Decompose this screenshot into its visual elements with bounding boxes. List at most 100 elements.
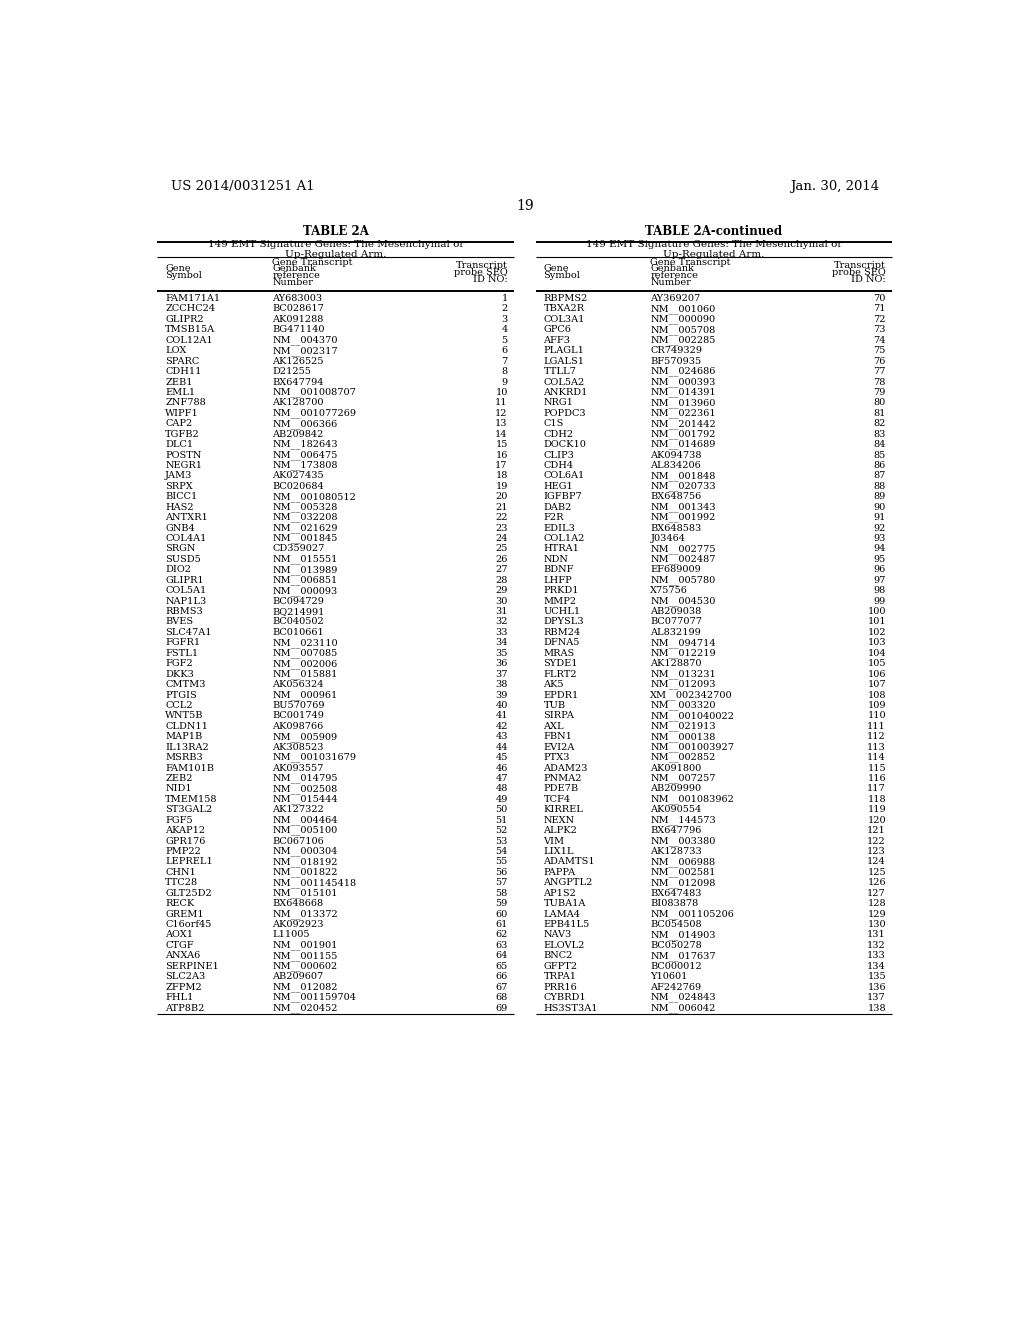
Text: 43: 43 — [496, 733, 508, 742]
Text: HEG1: HEG1 — [544, 482, 573, 491]
Text: NM__015444: NM__015444 — [272, 795, 338, 804]
Text: AL834206: AL834206 — [650, 461, 701, 470]
Text: RBPMS2: RBPMS2 — [544, 294, 588, 304]
Text: 131: 131 — [867, 931, 886, 940]
Text: NM__017637: NM__017637 — [650, 950, 716, 961]
Text: NM__001155: NM__001155 — [272, 950, 338, 961]
Text: 117: 117 — [867, 784, 886, 793]
Text: CCL2: CCL2 — [165, 701, 193, 710]
Text: AP1S2: AP1S2 — [544, 888, 577, 898]
Text: PRR16: PRR16 — [544, 982, 578, 991]
Text: ANTXR1: ANTXR1 — [165, 513, 208, 523]
Text: BC094729: BC094729 — [272, 597, 324, 606]
Text: HS3ST3A1: HS3ST3A1 — [544, 1003, 598, 1012]
Text: AK127322: AK127322 — [272, 805, 324, 814]
Text: probe SEQ: probe SEQ — [833, 268, 886, 277]
Text: AK027435: AK027435 — [272, 471, 324, 480]
Text: NM__004370: NM__004370 — [272, 335, 338, 345]
Text: BX647794: BX647794 — [272, 378, 324, 387]
Text: 125: 125 — [867, 867, 886, 876]
Text: LIX1L: LIX1L — [544, 847, 573, 855]
Text: LHFP: LHFP — [544, 576, 572, 585]
Text: ZNF788: ZNF788 — [165, 399, 206, 408]
Text: 94: 94 — [873, 544, 886, 553]
Text: PTX3: PTX3 — [544, 754, 570, 762]
Text: DKK3: DKK3 — [165, 669, 195, 678]
Text: 47: 47 — [496, 774, 508, 783]
Text: IGFBP7: IGFBP7 — [544, 492, 583, 502]
Text: NM__001040022: NM__001040022 — [650, 711, 734, 721]
Text: BC050278: BC050278 — [650, 941, 702, 950]
Text: ST3GAL2: ST3GAL2 — [165, 805, 212, 814]
Text: 134: 134 — [867, 962, 886, 970]
Text: NM__014391: NM__014391 — [650, 388, 716, 397]
Text: GLT25D2: GLT25D2 — [165, 888, 212, 898]
Text: 124: 124 — [867, 858, 886, 866]
Text: EVI2A: EVI2A — [544, 743, 574, 751]
Text: reference: reference — [272, 271, 321, 280]
Text: 106: 106 — [867, 669, 886, 678]
Text: 137: 137 — [867, 993, 886, 1002]
Text: Symbol: Symbol — [544, 271, 581, 280]
Text: SRGN: SRGN — [165, 544, 196, 553]
Text: 91: 91 — [873, 513, 886, 523]
Text: 33: 33 — [496, 628, 508, 638]
Text: NDN: NDN — [544, 554, 568, 564]
Text: 95: 95 — [873, 554, 886, 564]
Text: NM__012219: NM__012219 — [650, 648, 716, 659]
Text: FAM171A1: FAM171A1 — [165, 294, 220, 304]
Text: SPARC: SPARC — [165, 356, 200, 366]
Text: 30: 30 — [496, 597, 508, 606]
Text: RECK: RECK — [165, 899, 195, 908]
Text: NM__000304: NM__000304 — [272, 846, 338, 857]
Text: CMTM3: CMTM3 — [165, 680, 206, 689]
Text: NM__004464: NM__004464 — [272, 816, 338, 825]
Text: NM__001343: NM__001343 — [650, 503, 716, 512]
Text: 50: 50 — [496, 805, 508, 814]
Text: 68: 68 — [496, 993, 508, 1002]
Text: 78: 78 — [873, 378, 886, 387]
Text: BC054508: BC054508 — [650, 920, 702, 929]
Text: 136: 136 — [867, 982, 886, 991]
Text: 19: 19 — [496, 482, 508, 491]
Text: NM__006366: NM__006366 — [272, 418, 337, 429]
Text: BX647483: BX647483 — [650, 888, 701, 898]
Text: TRPA1: TRPA1 — [544, 973, 577, 981]
Text: NM__012082: NM__012082 — [272, 982, 338, 993]
Text: PDE7B: PDE7B — [544, 784, 579, 793]
Text: AK128700: AK128700 — [272, 399, 324, 408]
Text: 12: 12 — [496, 409, 508, 418]
Text: Gene: Gene — [544, 264, 569, 273]
Text: C16orf45: C16orf45 — [165, 920, 212, 929]
Text: CDH2: CDH2 — [544, 430, 573, 438]
Text: EML1: EML1 — [165, 388, 196, 397]
Text: POSTN: POSTN — [165, 450, 202, 459]
Text: NAV3: NAV3 — [544, 931, 571, 940]
Text: 62: 62 — [496, 931, 508, 940]
Text: EF689009: EF689009 — [650, 565, 701, 574]
Text: NM__000602: NM__000602 — [272, 961, 337, 972]
Text: NM__002006: NM__002006 — [272, 659, 337, 668]
Text: NM__002285: NM__002285 — [650, 335, 716, 345]
Text: 77: 77 — [873, 367, 886, 376]
Text: AKAP12: AKAP12 — [165, 826, 206, 836]
Text: 121: 121 — [867, 826, 886, 836]
Text: PMP22: PMP22 — [165, 847, 201, 855]
Text: BU570769: BU570769 — [272, 701, 325, 710]
Text: reference: reference — [650, 271, 698, 280]
Text: 16: 16 — [496, 450, 508, 459]
Text: 21: 21 — [496, 503, 508, 512]
Text: TBXA2R: TBXA2R — [544, 305, 585, 313]
Text: 14: 14 — [496, 430, 508, 438]
Text: 119: 119 — [867, 805, 886, 814]
Text: GLIPR2: GLIPR2 — [165, 315, 204, 323]
Text: 90: 90 — [873, 503, 886, 512]
Text: BI083878: BI083878 — [650, 899, 698, 908]
Text: BC040502: BC040502 — [272, 618, 324, 627]
Text: 57: 57 — [496, 878, 508, 887]
Text: BC067106: BC067106 — [272, 837, 324, 846]
Text: NM__002508: NM__002508 — [272, 784, 337, 793]
Text: SIRPA: SIRPA — [544, 711, 574, 721]
Text: 51: 51 — [496, 816, 508, 825]
Text: NM__014795: NM__014795 — [272, 774, 338, 783]
